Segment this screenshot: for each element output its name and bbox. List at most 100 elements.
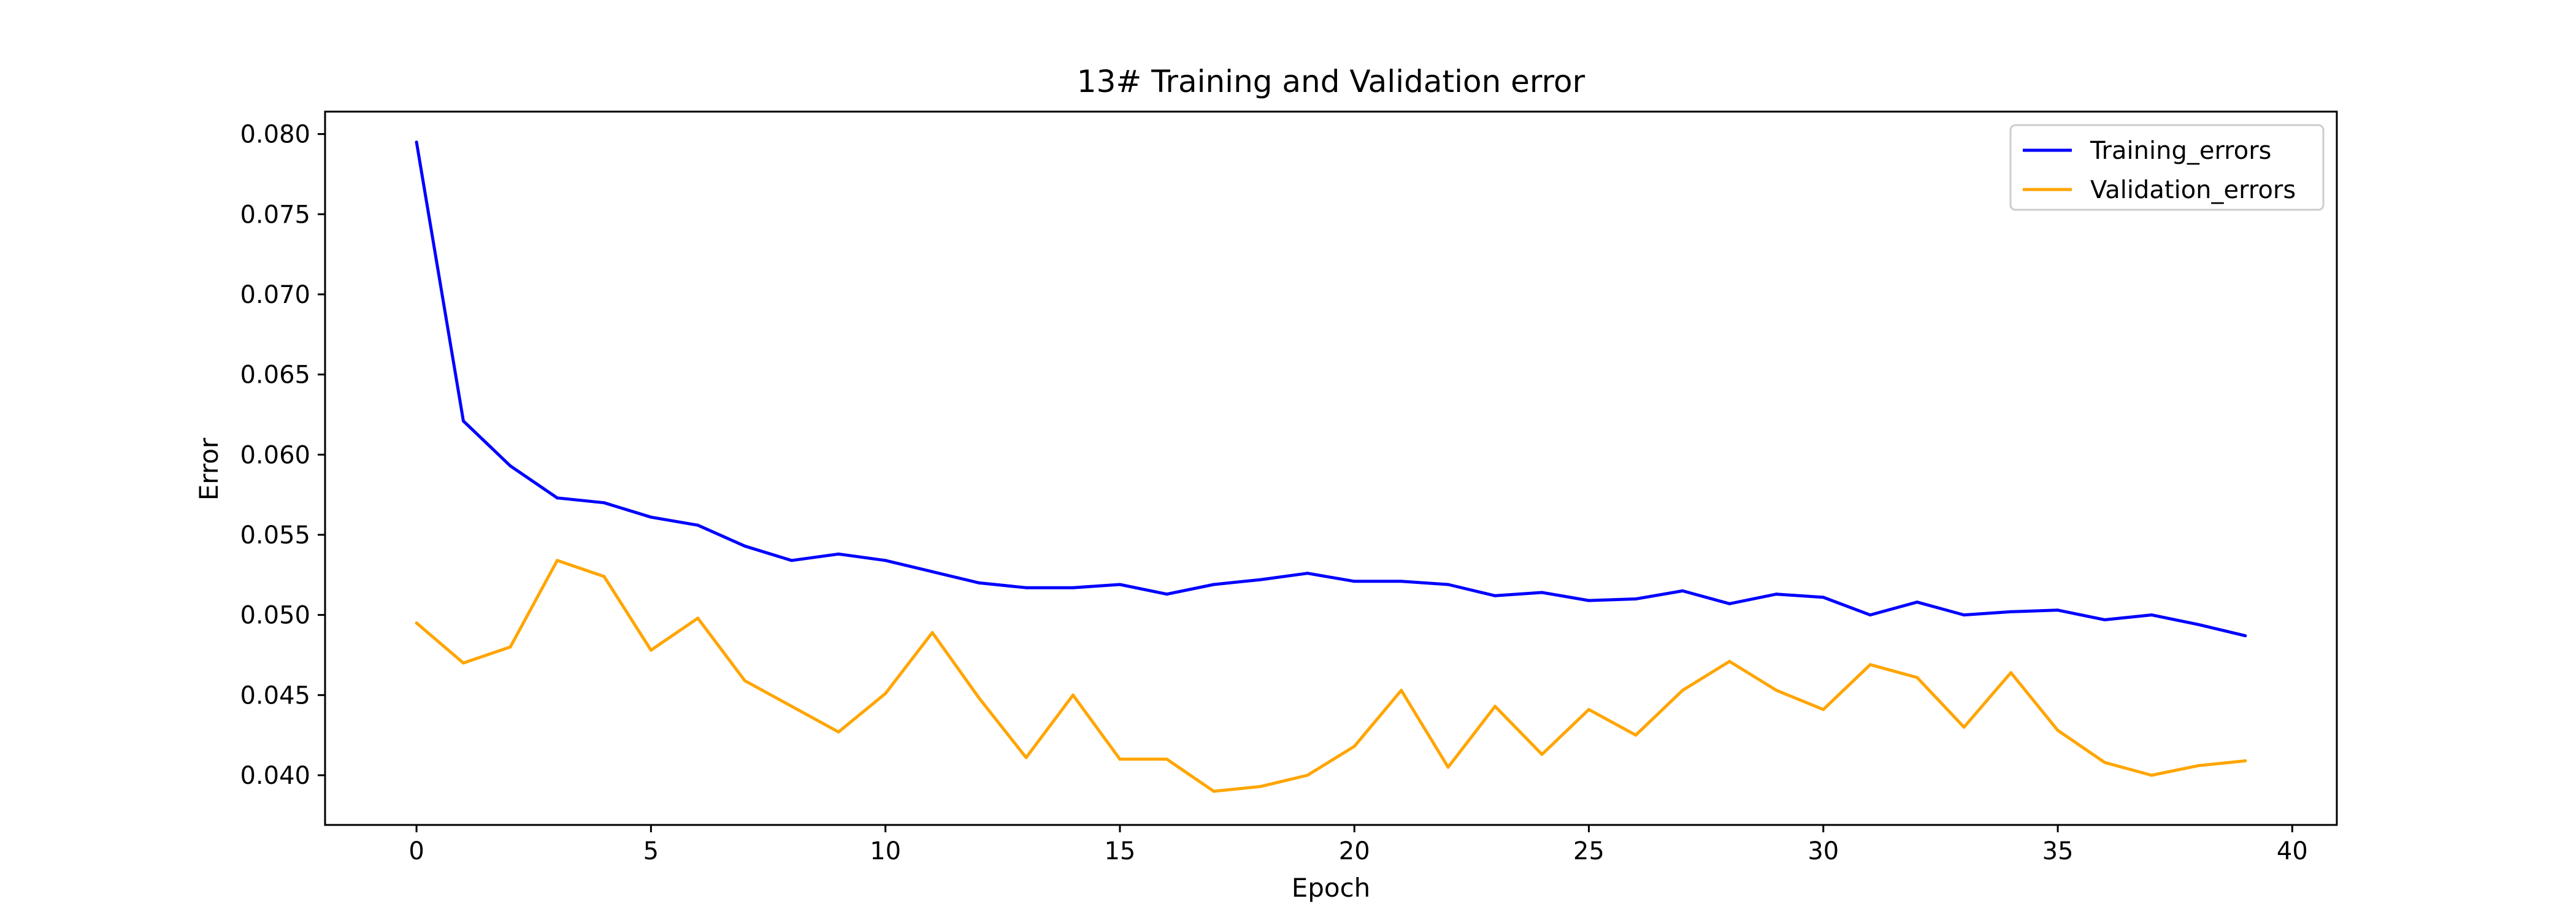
point-training-errors-30 bbox=[1822, 596, 1825, 599]
point-training-errors-23 bbox=[1493, 594, 1497, 597]
point-training-errors-0 bbox=[415, 140, 418, 144]
series-points-training-errors bbox=[415, 140, 2247, 638]
point-training-errors-27 bbox=[1681, 589, 1684, 592]
plot-frame bbox=[324, 110, 2338, 826]
x-tick-label-0: 0 bbox=[408, 837, 424, 865]
y-tick-label-0.065: 0.065 bbox=[240, 361, 310, 389]
point-training-errors-18 bbox=[1259, 578, 1262, 581]
legend-box bbox=[2009, 124, 2325, 211]
point-validation-errors-8 bbox=[790, 705, 794, 708]
point-validation-errors-24 bbox=[1540, 753, 1544, 756]
point-validation-errors-38 bbox=[2196, 764, 2200, 767]
point-validation-errors-29 bbox=[1774, 688, 1778, 692]
point-training-errors-38 bbox=[2196, 623, 2200, 626]
x-axis-label: Epoch bbox=[1292, 873, 1371, 903]
point-training-errors-34 bbox=[2009, 610, 2013, 613]
point-training-errors-31 bbox=[1868, 613, 1872, 617]
point-validation-errors-5 bbox=[649, 648, 653, 652]
point-training-errors-16 bbox=[1165, 592, 1168, 596]
point-validation-errors-30 bbox=[1822, 708, 1825, 711]
point-training-errors-2 bbox=[508, 464, 512, 468]
point-training-errors-26 bbox=[1634, 597, 1638, 600]
point-validation-errors-11 bbox=[930, 631, 934, 634]
x-tick-label-35: 35 bbox=[2042, 837, 2074, 865]
point-validation-errors-0 bbox=[415, 621, 418, 625]
point-training-errors-24 bbox=[1540, 591, 1544, 594]
point-training-errors-21 bbox=[1400, 580, 1403, 583]
point-training-errors-17 bbox=[1212, 583, 1216, 586]
y-tick-label-0.040: 0.040 bbox=[240, 762, 310, 790]
point-validation-errors-28 bbox=[1728, 659, 1731, 663]
point-training-errors-33 bbox=[1962, 613, 1966, 617]
point-validation-errors-6 bbox=[696, 616, 700, 620]
point-validation-errors-19 bbox=[1306, 773, 1309, 777]
x-tick-label-20: 20 bbox=[1339, 837, 1370, 865]
series-points-validation-errors bbox=[415, 559, 2247, 793]
point-training-errors-32 bbox=[1915, 600, 1919, 604]
point-validation-errors-16 bbox=[1165, 757, 1168, 761]
point-training-errors-37 bbox=[2150, 613, 2153, 617]
point-validation-errors-39 bbox=[2244, 759, 2247, 762]
point-validation-errors-13 bbox=[1024, 756, 1028, 759]
y-tick-label-0.055: 0.055 bbox=[240, 521, 310, 550]
point-training-errors-28 bbox=[1728, 602, 1731, 605]
point-validation-errors-34 bbox=[2009, 671, 2013, 675]
point-validation-errors-33 bbox=[1962, 726, 1966, 729]
point-validation-errors-27 bbox=[1681, 688, 1684, 692]
point-training-errors-3 bbox=[555, 496, 559, 500]
point-validation-errors-2 bbox=[508, 645, 512, 649]
point-training-errors-4 bbox=[602, 501, 606, 505]
legend-label-validation-errors: Validation_errors bbox=[2090, 176, 2296, 204]
point-validation-errors-31 bbox=[1868, 663, 1872, 667]
point-training-errors-19 bbox=[1306, 572, 1309, 575]
point-validation-errors-15 bbox=[1118, 757, 1122, 761]
point-validation-errors-12 bbox=[978, 697, 981, 700]
point-validation-errors-25 bbox=[1587, 708, 1591, 711]
x-tick-label-5: 5 bbox=[643, 837, 659, 865]
point-training-errors-25 bbox=[1587, 599, 1591, 602]
point-training-errors-10 bbox=[884, 559, 887, 562]
point-training-errors-14 bbox=[1071, 586, 1075, 589]
point-training-errors-22 bbox=[1446, 583, 1450, 586]
x-tick-label-40: 40 bbox=[2277, 837, 2308, 865]
x-tick-label-10: 10 bbox=[870, 837, 901, 865]
point-validation-errors-9 bbox=[837, 730, 840, 734]
point-training-errors-9 bbox=[837, 552, 840, 556]
x-tick-label-30: 30 bbox=[1807, 837, 1839, 865]
point-training-errors-12 bbox=[978, 581, 981, 585]
plot-area: 0 5 10 15 20 25 30 35 40 0.040 0.045 0.050 0.055 0.06… bbox=[240, 110, 2338, 865]
x-tick-label-25: 25 bbox=[1573, 837, 1604, 865]
point-training-errors-8 bbox=[790, 559, 794, 562]
point-validation-errors-23 bbox=[1493, 705, 1497, 708]
x-tick-label-15: 15 bbox=[1104, 837, 1135, 865]
point-validation-errors-17 bbox=[1212, 789, 1216, 793]
point-validation-errors-1 bbox=[462, 661, 466, 665]
legend: Training_errors Validation_errors bbox=[2009, 124, 2325, 211]
y-axis-label: Error bbox=[194, 437, 224, 500]
y-tick-label-0.080: 0.080 bbox=[240, 121, 310, 149]
point-validation-errors-7 bbox=[743, 679, 746, 683]
point-validation-errors-18 bbox=[1259, 784, 1262, 788]
point-training-errors-5 bbox=[649, 515, 653, 519]
point-validation-errors-10 bbox=[884, 692, 887, 696]
point-training-errors-6 bbox=[696, 523, 700, 527]
point-training-errors-13 bbox=[1024, 586, 1028, 589]
point-training-errors-11 bbox=[930, 570, 934, 573]
point-training-errors-36 bbox=[2103, 618, 2107, 621]
y-tick-label-0.045: 0.045 bbox=[240, 681, 310, 710]
point-validation-errors-26 bbox=[1634, 734, 1638, 737]
y-tick-label-0.050: 0.050 bbox=[240, 602, 310, 630]
legend-label-training-errors: Training_errors bbox=[2090, 137, 2272, 165]
point-validation-errors-14 bbox=[1071, 693, 1075, 697]
point-validation-errors-22 bbox=[1446, 765, 1450, 769]
point-training-errors-7 bbox=[743, 544, 746, 548]
y-tick-label-0.070: 0.070 bbox=[240, 281, 310, 309]
point-validation-errors-21 bbox=[1400, 688, 1403, 692]
chart-title: 13# Training and Validation error bbox=[1077, 64, 1585, 99]
point-training-errors-35 bbox=[2056, 608, 2060, 612]
point-validation-errors-36 bbox=[2103, 761, 2107, 764]
series-line-validation-errors bbox=[415, 559, 2246, 793]
point-training-errors-20 bbox=[1352, 580, 1356, 583]
